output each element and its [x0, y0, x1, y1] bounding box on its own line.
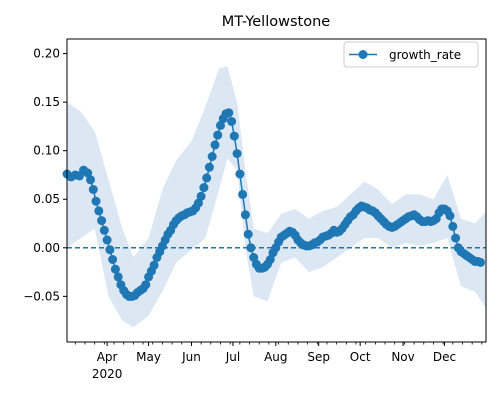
y-tick-label: 0.20	[33, 47, 60, 61]
legend: growth_rate	[343, 41, 479, 68]
x-tick-label: Oct	[350, 350, 371, 364]
growth-rate-point	[97, 216, 107, 226]
growth-rate-point	[86, 175, 95, 185]
growth-rate-point	[91, 196, 101, 206]
x-axis: Apr 2020 May Jun Jul Aug Sep Oct Nov Dec	[74, 342, 483, 381]
x-tick-label: Jun	[181, 350, 201, 364]
y-tick-label: 0.05	[33, 192, 60, 206]
y-tick-label: 0.10	[33, 144, 60, 158]
growth-rate-point	[229, 131, 239, 141]
legend-marker-swatch	[358, 50, 368, 59]
growth-rate-point	[476, 257, 485, 267]
growth-rate-point	[193, 198, 203, 208]
growth-rate-point	[88, 185, 98, 194]
chart-title: MT-Yellowstone	[222, 14, 330, 30]
growth-rate-point	[246, 243, 256, 253]
growth-rate-point	[238, 189, 248, 199]
growth-rate-point	[105, 245, 115, 255]
growth-rate-point	[243, 229, 253, 239]
growth-rate-point	[232, 149, 242, 159]
growth-rate-point	[451, 233, 461, 243]
growth-rate-point	[113, 272, 123, 282]
growth-rate-point	[83, 168, 93, 178]
y-tick-label: −0.05	[23, 289, 60, 303]
x-tick-label: Aug	[264, 350, 287, 364]
growth-rate-point	[102, 235, 112, 245]
growth-rate-point	[210, 140, 220, 150]
y-tick-label: 0.00	[33, 241, 60, 255]
growth-rate-point	[196, 191, 206, 201]
x-tick-label: Dec	[433, 350, 456, 364]
confidence-band-layer	[67, 66, 486, 328]
growth-rate-point	[199, 183, 209, 193]
growth-rate-point	[240, 210, 250, 220]
growth-rate-point	[445, 211, 455, 221]
x-tick-label: Apr	[97, 350, 118, 364]
legend-box	[343, 41, 479, 68]
y-axis: −0.05 0.00 0.05 0.10 0.15 0.20	[23, 47, 67, 303]
growth-rate-point	[141, 280, 151, 290]
growth-rate-point	[265, 255, 275, 264]
growth-rate-point	[94, 206, 104, 216]
growth-rate-point	[448, 221, 458, 231]
x-tick-year-label: 2020	[92, 367, 123, 381]
growth-rate-point	[204, 162, 214, 172]
growth-rate-point	[110, 264, 120, 274]
growth-rate-point	[235, 169, 245, 179]
x-tick-label: May	[136, 350, 161, 364]
plot-frame	[66, 38, 487, 343]
confidence-band	[67, 66, 486, 328]
x-tick-label: Jul	[225, 350, 240, 364]
growth-rate-point	[99, 225, 109, 235]
x-tick-label: Sep	[307, 350, 330, 364]
growth-rate-point	[213, 130, 223, 140]
growth-rate-point	[227, 117, 237, 126]
growth-rate-point	[202, 173, 212, 183]
growth-rate-point	[249, 253, 259, 262]
growth-rate-point	[108, 255, 118, 264]
series-layer	[62, 108, 485, 301]
y-tick-label: 0.15	[33, 95, 60, 109]
growth-rate-point	[224, 108, 234, 118]
growth-rate-point	[216, 120, 225, 130]
growth-rate-point	[149, 260, 159, 270]
legend-label-growth-rate: growth_rate	[389, 48, 461, 62]
growth-rate-point	[207, 152, 217, 161]
x-tick-label: Nov	[391, 350, 414, 364]
